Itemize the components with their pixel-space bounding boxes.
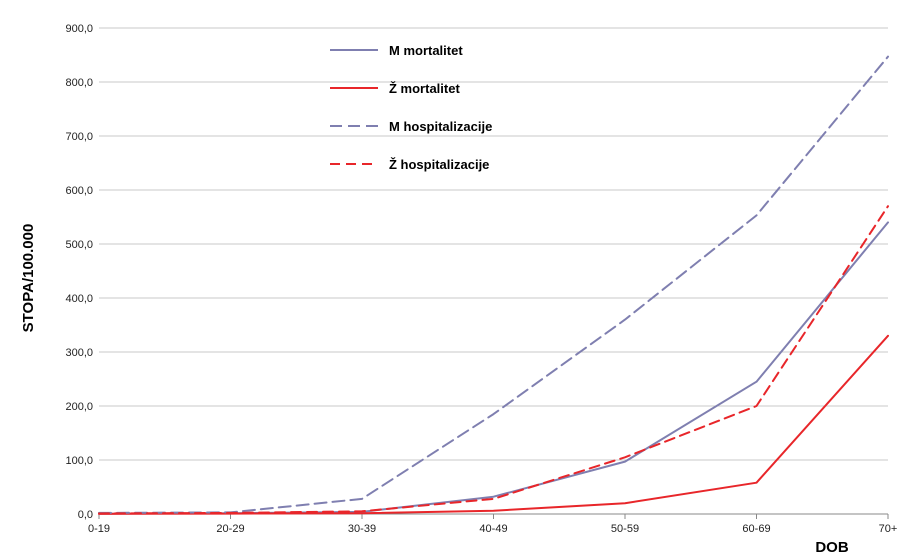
legend-entry: M hospitalizacije — [389, 119, 492, 134]
series-line-2 — [98, 334, 889, 515]
legend: M mortalitet Ž mortalitet M hospitalizacij… — [330, 43, 492, 172]
x-axis-tick-labels: 0-19 20-29 30-39 40-49 50-59 60-69 70+ — [88, 523, 897, 535]
x-tick-label: 20-29 — [216, 523, 244, 535]
y-tick-label: 700,0 — [65, 131, 93, 143]
series-line-4 — [98, 205, 889, 515]
y-tick-label: 100,0 — [65, 455, 93, 467]
y-tick-label: 600,0 — [65, 185, 93, 197]
y-tick-label: 300,0 — [65, 347, 93, 359]
legend-entry: M mortalitet — [389, 43, 463, 58]
y-axis-title: STOPA/100.000 — [20, 224, 37, 333]
x-tick-label: 60-69 — [742, 523, 770, 535]
x-tick-label: 70+ — [879, 523, 898, 535]
grid-lines — [98, 27, 889, 519]
y-tick-label: 400,0 — [65, 293, 93, 305]
series-line-3 — [98, 55, 889, 514]
y-tick-label: 0,0 — [78, 509, 93, 521]
x-tick-label: 40-49 — [479, 523, 507, 535]
y-tick-label: 200,0 — [65, 401, 93, 413]
y-tick-label: 500,0 — [65, 239, 93, 251]
legend-entry: Ž hospitalizacije — [389, 157, 489, 172]
x-tick-label: 30-39 — [348, 523, 376, 535]
y-tick-label: 800,0 — [65, 77, 93, 89]
x-axis-title: DOB — [815, 539, 849, 556]
legend-entry: Ž mortalitet — [389, 81, 460, 96]
series-lines — [98, 55, 889, 515]
x-tick-label: 50-59 — [611, 523, 639, 535]
x-tick-label: 0-19 — [88, 523, 110, 535]
y-tick-label: 900,0 — [65, 23, 93, 35]
series-line-1 — [98, 221, 889, 515]
y-axis-tick-labels: 0,0 100,0 200,0 300,0 400,0 500,0 600,0 700,0 80… — [65, 23, 93, 521]
